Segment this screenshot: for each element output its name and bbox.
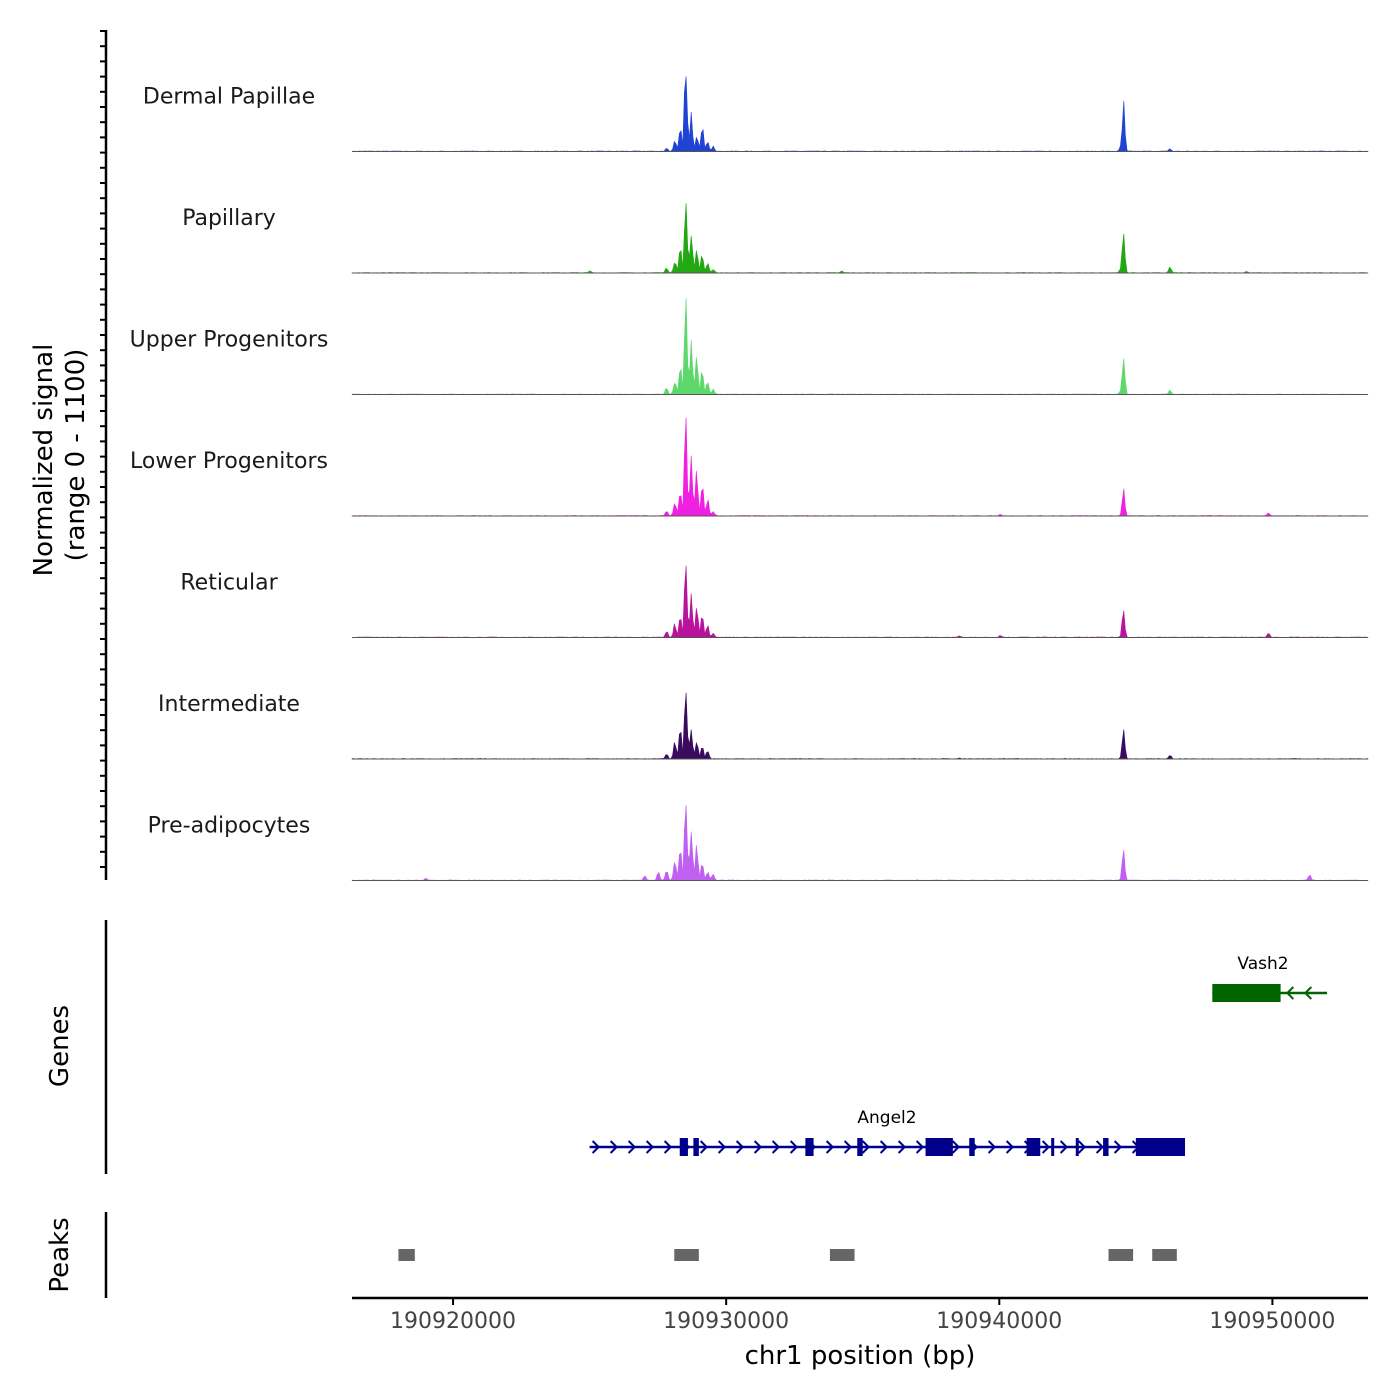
strand-arrow: [627, 1140, 637, 1154]
strand-arrow: [735, 1140, 745, 1154]
x-axis-title: chr1 position (bp): [745, 1341, 976, 1371]
coverage-area: [351, 76, 1369, 152]
coverage-area: [351, 298, 1369, 395]
strand-arrow: [717, 1140, 727, 1154]
strand-arrow: [879, 1140, 889, 1154]
gene-exon: [679, 1138, 688, 1156]
strand-arrow: [1285, 986, 1295, 1000]
track-intermediate: Intermediate: [158, 692, 1369, 760]
strand-arrow: [609, 1140, 619, 1154]
track-papillary: Papillary: [182, 203, 1369, 274]
strand-arrow: [915, 1140, 925, 1154]
strand-arrow: [699, 1140, 709, 1154]
strand-arrow: [1005, 1140, 1015, 1154]
strand-arrow: [645, 1140, 655, 1154]
track-pre-adipocytes: Pre-adipocytes: [148, 805, 1369, 881]
gene-vash2: Vash2: [1212, 954, 1328, 1002]
strand-arrow: [1095, 1140, 1105, 1154]
gene-exon: [925, 1138, 953, 1156]
strand-arrow: [591, 1140, 601, 1154]
gene-exon: [1051, 1138, 1055, 1156]
coverage-area: [351, 417, 1369, 517]
genes-axis-title: Genes: [45, 1005, 75, 1087]
gene-exon: [693, 1138, 699, 1156]
strand-arrow: [825, 1140, 835, 1154]
track-label: Dermal Papillae: [143, 85, 315, 110]
track-label: Papillary: [182, 206, 276, 231]
strand-arrow: [1303, 986, 1313, 1000]
strand-arrow: [663, 1140, 673, 1154]
coverage-area: [351, 565, 1369, 638]
coverage-area: [351, 805, 1369, 881]
strand-arrow: [1059, 1140, 1069, 1154]
track-upper-progenitors: Upper Progenitors: [130, 298, 1369, 395]
strand-arrow: [951, 1140, 961, 1154]
track-label: Reticular: [180, 571, 278, 596]
x-tick-label: 190950000: [1209, 1309, 1335, 1334]
peak-region: [674, 1249, 699, 1261]
gene-track: Vash2 Angel2: [589, 954, 1328, 1156]
strand-arrow: [861, 1140, 871, 1154]
gene-exon: [1026, 1138, 1041, 1156]
coverage-tracks: Dermal Papillae Papillary Upper Progenitor…: [130, 76, 1369, 881]
peak-region: [1152, 1249, 1177, 1261]
track-label: Upper Progenitors: [130, 328, 329, 353]
gene-exon: [1212, 984, 1281, 1002]
gene-label: Angel2: [857, 1108, 916, 1128]
track-reticular: Reticular: [180, 565, 1369, 638]
y-axis-title: Normalized signal: [29, 344, 59, 577]
track-label: Pre-adipocytes: [148, 814, 311, 839]
track-dermal-papillae: Dermal Papillae: [143, 76, 1369, 152]
gene-label: Vash2: [1237, 954, 1288, 974]
x-tick-label: 190930000: [663, 1309, 789, 1334]
coverage-area: [351, 692, 1369, 760]
strand-arrow: [1041, 1140, 1051, 1154]
gene-exon: [1075, 1138, 1079, 1156]
peak-region: [398, 1249, 415, 1261]
strand-arrow: [753, 1140, 763, 1154]
gene-exon: [969, 1138, 975, 1156]
x-tick-label: 190920000: [390, 1309, 516, 1334]
axes: 190920000 190930000 190940000 190950000: [100, 30, 1368, 1334]
peak-region: [1108, 1249, 1134, 1261]
strand-arrow: [897, 1140, 907, 1154]
y-axis-subtitle: (range 0 - 1100): [61, 349, 91, 562]
track-label: Lower Progenitors: [130, 449, 328, 474]
strand-arrow: [789, 1140, 799, 1154]
gene-exon: [805, 1138, 814, 1156]
coverage-area: [351, 203, 1369, 274]
strand-arrow: [843, 1140, 853, 1154]
gene-exon: [1103, 1138, 1109, 1156]
gene-angel2: Angel2: [589, 1108, 1186, 1156]
peaks-axis-title: Peaks: [45, 1217, 75, 1292]
strand-arrow: [1077, 1140, 1087, 1154]
gene-exon: [1135, 1138, 1186, 1156]
peak-track: [398, 1249, 1177, 1261]
gene-exon: [857, 1138, 863, 1156]
track-label: Intermediate: [158, 692, 300, 717]
strand-arrow: [1113, 1140, 1123, 1154]
peak-region: [829, 1249, 855, 1261]
strand-arrow: [987, 1140, 997, 1154]
x-tick-label: 190940000: [936, 1309, 1062, 1334]
track-lower-progenitors: Lower Progenitors: [130, 417, 1369, 517]
strand-arrow: [771, 1140, 781, 1154]
